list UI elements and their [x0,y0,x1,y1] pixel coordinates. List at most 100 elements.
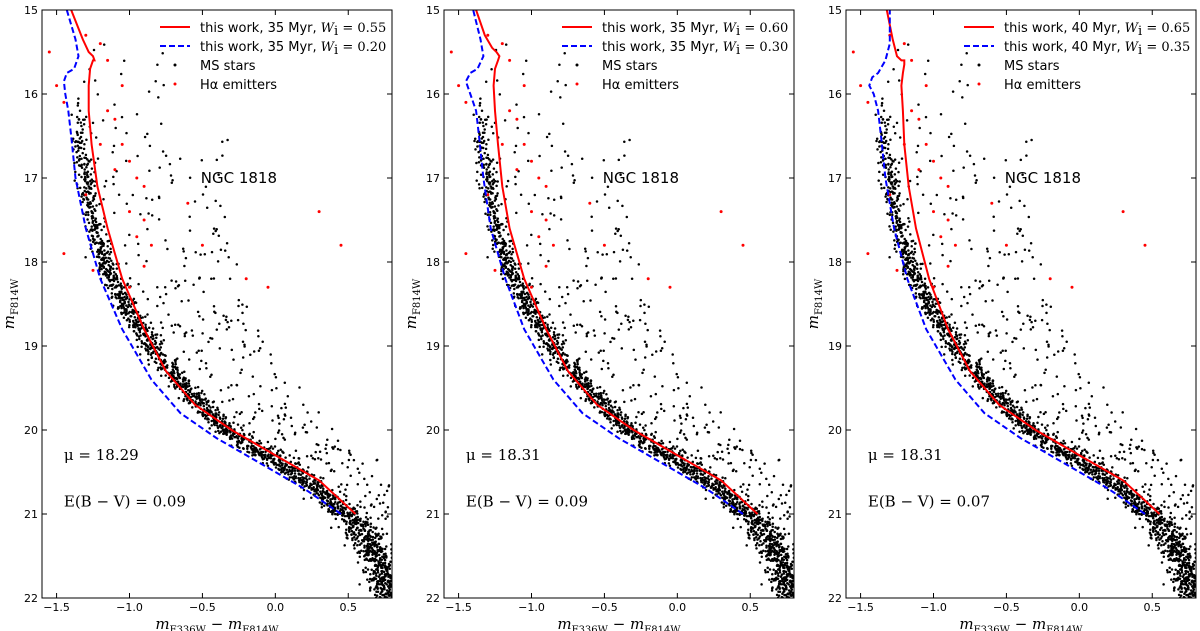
ms-star-point [199,399,202,402]
ms-star-point [756,510,759,513]
ms-star-point [727,443,730,447]
ms-star-point [609,420,612,424]
ms-star-point [121,292,125,296]
ms-star-point [504,43,508,46]
ms-star-point [371,535,375,539]
ms-star-point [742,483,745,486]
ms-star-point [559,218,563,221]
ms-star-point [715,489,719,492]
ms-star-point [888,153,892,157]
ms-star-point [154,357,158,361]
ms-star-point [201,193,205,196]
ms-star-point [940,345,943,349]
ms-star-point [479,117,483,121]
ms-star-point [336,513,339,516]
y-tick-label: 19 [426,340,440,353]
ms-star-point [293,431,297,434]
ms-star-point [173,385,176,388]
ms-star-point [537,338,541,342]
ms-star-point [566,154,570,158]
ms-star-point [700,463,704,467]
ms-star-point [530,310,533,314]
ms-star-point [377,562,381,565]
ms-star-point [270,388,274,392]
ms-star-point [222,314,225,318]
ms-star-point [137,282,140,286]
ms-star-point [347,529,351,532]
ms-star-point [1123,490,1126,493]
ms-star-point [312,480,315,483]
ms-star-point [200,359,203,363]
ms-star-point [496,217,500,220]
ms-star-point [514,270,518,274]
ms-star-point [781,586,784,590]
ms-star-point [747,536,750,539]
ms-star-point [493,229,496,232]
ms-star-point [731,510,734,514]
ms-star-point [774,569,778,573]
ms-star-point [383,586,386,589]
ms-star-point [654,350,658,353]
ms-star-point [1014,424,1017,427]
ms-star-point [484,147,488,151]
ms-star-point [226,138,229,142]
ms-star-point [156,368,160,372]
legend-entry-label: Hα emitters [200,78,277,93]
ms-star-point [186,385,189,388]
ms-star-point [287,473,290,476]
ms-star-point [485,177,489,181]
ms-star-point [569,385,573,388]
ms-star-point [758,482,762,486]
ms-star-point [604,290,607,294]
ms-star-point [368,542,372,546]
ms-star-point [180,371,184,374]
ms-star-point [191,334,195,337]
ms-star-point [174,358,178,361]
ms-star-point [280,467,283,471]
reddening-label: E(B − V) = 0.09 [64,492,186,510]
ms-star-point [546,323,549,327]
ms-star-point [679,449,682,453]
ms-star-point [384,517,387,520]
ms-star-point [363,558,367,562]
ms-star-point [132,321,135,324]
ms-star-point [183,370,186,373]
ms-star-point [603,398,607,401]
ms-star-point [204,361,208,365]
ms-star-point [714,485,717,489]
ms-star-point [787,532,791,535]
ms-star-point [339,448,342,452]
ms-star-point [212,232,215,235]
ms-star-point [739,485,742,488]
ms-star-point [258,452,261,456]
legend-label-text: Hα emitters [200,78,277,93]
ms-star-point [758,544,761,547]
ms-star-point [213,310,216,313]
ms-star-point [235,444,239,447]
ms-star-point [564,338,568,342]
ha-emitter-point [588,201,592,205]
ms-star-point [719,494,723,497]
ms-star-point [139,213,142,216]
ms-star-point [573,361,576,365]
ms-star-point [690,476,694,479]
ms-star-point [214,412,217,415]
ms-star-point [677,387,680,390]
ms-star-point [257,402,261,406]
ms-star-point [322,504,326,507]
plot-area [851,10,1196,598]
ms-star-point [81,128,84,131]
ms-star-point [194,386,197,390]
ms-star-point [720,450,724,453]
ms-star-point [560,295,564,299]
ms-star-point [641,371,644,375]
ha-emitter-point [493,268,497,272]
ms-star-point [493,199,497,202]
ms-star-point [278,454,282,457]
ms-star-point [526,313,530,317]
ms-star-point [544,342,548,346]
ms-star-point [294,462,298,466]
y-axis-label: mF814W [0,278,21,329]
ms-star-point [108,257,112,260]
ms-star-point [79,121,83,124]
